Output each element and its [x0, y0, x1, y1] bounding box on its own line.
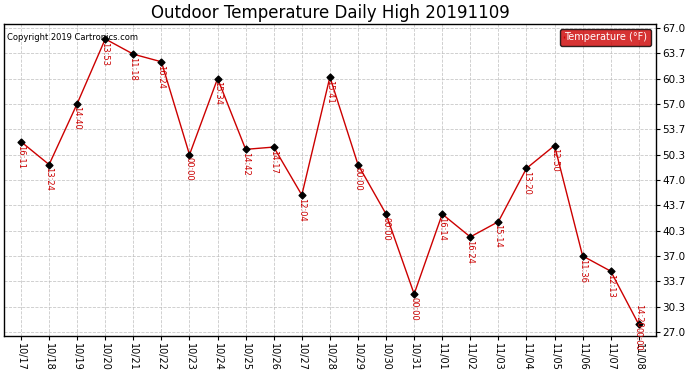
Point	[521, 165, 532, 171]
Point	[381, 211, 392, 217]
Point	[633, 321, 644, 327]
Point	[43, 162, 55, 168]
Text: 15:41: 15:41	[325, 80, 334, 104]
Point	[72, 100, 83, 106]
Text: 14:42: 14:42	[241, 152, 250, 176]
Point	[324, 74, 335, 80]
Text: 15:34: 15:34	[213, 81, 221, 105]
Point	[156, 59, 167, 65]
Point	[353, 162, 364, 168]
Text: 00:00: 00:00	[185, 158, 194, 181]
Text: 13:24: 13:24	[44, 167, 53, 191]
Point	[493, 219, 504, 225]
Point	[437, 211, 448, 217]
Point	[15, 139, 26, 145]
Text: 00:00: 00:00	[382, 217, 391, 241]
Point	[212, 75, 223, 81]
Text: 16:24: 16:24	[466, 240, 475, 264]
Point	[268, 144, 279, 150]
Text: 16:24: 16:24	[157, 64, 166, 88]
Text: 00:00: 00:00	[634, 327, 643, 351]
Text: 12:04: 12:04	[297, 198, 306, 222]
Text: 11:18: 11:18	[128, 57, 137, 81]
Text: 16:14: 16:14	[437, 217, 446, 241]
Text: 14:17: 14:17	[269, 150, 278, 174]
Point	[465, 234, 476, 240]
Point	[296, 192, 307, 198]
Text: 14:40: 14:40	[72, 106, 81, 130]
Text: 16:11: 16:11	[16, 144, 25, 168]
Text: 14:20: 14:20	[634, 304, 643, 328]
Text: 12:13: 12:13	[606, 274, 615, 298]
Point	[240, 146, 251, 152]
Text: 13:20: 13:20	[522, 171, 531, 195]
Point	[184, 152, 195, 157]
Text: 00:00: 00:00	[409, 297, 418, 321]
Text: 15:14: 15:14	[493, 225, 502, 248]
Text: Copyright 2019 Cartronics.com: Copyright 2019 Cartronics.com	[8, 33, 139, 42]
Text: 11:36: 11:36	[578, 259, 586, 283]
Legend: Temperature (°F): Temperature (°F)	[560, 28, 651, 46]
Text: 13:53: 13:53	[101, 42, 110, 66]
Point	[408, 291, 420, 297]
Point	[549, 142, 560, 148]
Point	[100, 36, 111, 42]
Title: Outdoor Temperature Daily High 20191109: Outdoor Temperature Daily High 20191109	[150, 4, 509, 22]
Point	[577, 253, 588, 259]
Point	[605, 268, 616, 274]
Text: 12:50: 12:50	[550, 148, 559, 172]
Point	[128, 51, 139, 57]
Text: 00:00: 00:00	[353, 167, 362, 191]
